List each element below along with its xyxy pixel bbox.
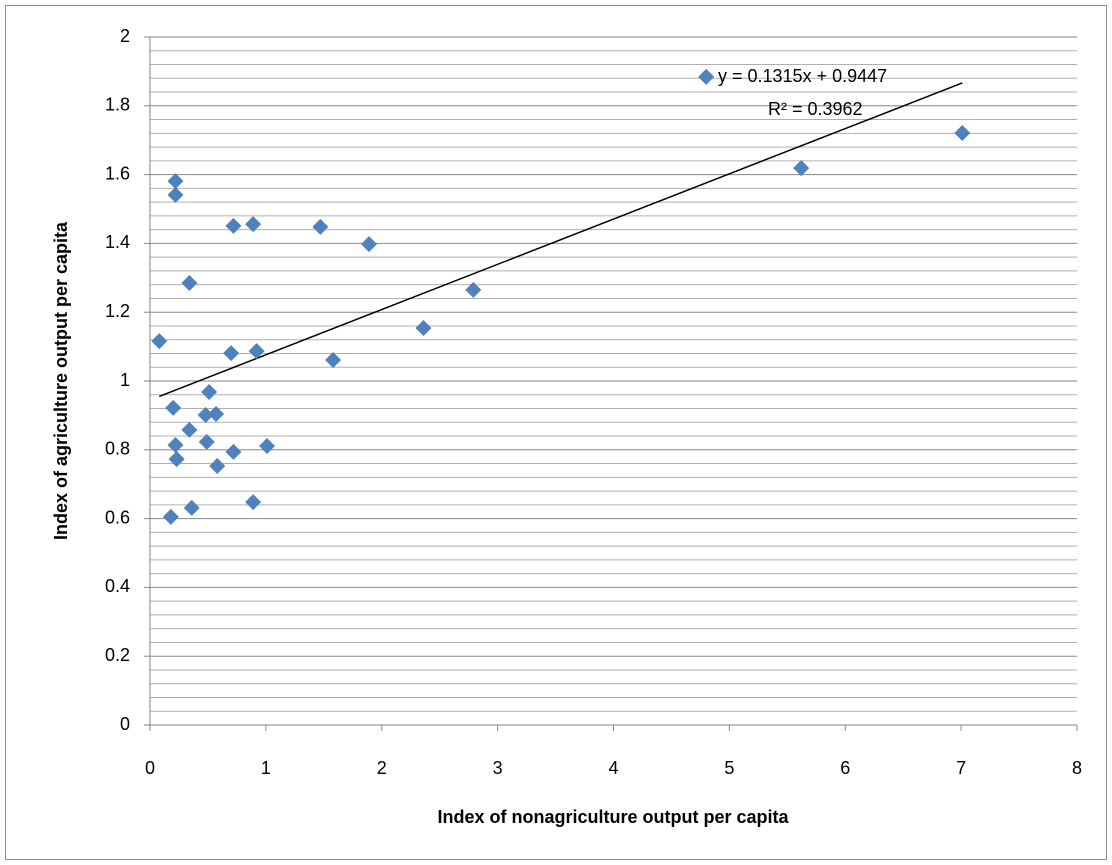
point: [209, 457, 226, 474]
y-tick-label: 0.2: [105, 645, 130, 665]
point: [325, 352, 342, 369]
x-tick-label: 3: [493, 758, 503, 778]
y-tick-label: 0.6: [105, 507, 130, 527]
point: [312, 218, 329, 235]
point: [168, 451, 185, 468]
y-tick-label: 0: [120, 714, 130, 734]
y-tick-label: 2: [120, 26, 130, 46]
point: [793, 160, 810, 177]
y-axis-title: Index of agriculture output per capita: [51, 221, 71, 540]
point: [197, 407, 214, 424]
trendline-equation: y = 0.1315x + 0.9447: [718, 66, 887, 86]
x-tick-label: 6: [840, 758, 850, 778]
y-tick-label: 1.2: [105, 301, 130, 321]
point: [167, 436, 184, 453]
point: [245, 494, 262, 511]
point: [201, 384, 218, 401]
point: [259, 438, 276, 455]
point: [151, 333, 168, 350]
y-tick-label: 1.8: [105, 95, 130, 115]
trendline-r2: R² = 0.3962: [768, 99, 863, 119]
point: [245, 216, 262, 233]
y-tick-label: 1.6: [105, 163, 130, 183]
x-axis-title: Index of nonagriculture output per capit…: [437, 807, 789, 827]
x-tick-label: 5: [724, 758, 734, 778]
trendline: [158, 82, 963, 398]
x-tick-label: 8: [1072, 758, 1082, 778]
point: [208, 406, 225, 423]
x-tick-label: 0: [145, 758, 155, 778]
point: [698, 68, 715, 85]
y-tick-label: 1: [120, 370, 130, 390]
y-tick-label: 1.4: [105, 232, 130, 252]
point: [165, 399, 182, 416]
point: [465, 281, 482, 298]
point: [225, 217, 242, 234]
point: [181, 421, 198, 438]
x-tick-label: 4: [608, 758, 618, 778]
point: [415, 320, 432, 337]
point: [162, 508, 179, 525]
point: [167, 186, 184, 203]
point: [223, 345, 240, 362]
point: [183, 499, 200, 516]
point: [198, 433, 215, 450]
x-tick-label: 7: [956, 758, 966, 778]
x-tick-label: 1: [261, 758, 271, 778]
point: [954, 124, 971, 141]
y-tick-label: 0.8: [105, 439, 130, 459]
point: [181, 274, 198, 291]
point: [225, 443, 242, 460]
point: [167, 173, 184, 190]
x-tick-label: 2: [377, 758, 387, 778]
point: [248, 343, 265, 360]
y-tick-label: 0.4: [105, 576, 130, 596]
point: [361, 236, 378, 253]
